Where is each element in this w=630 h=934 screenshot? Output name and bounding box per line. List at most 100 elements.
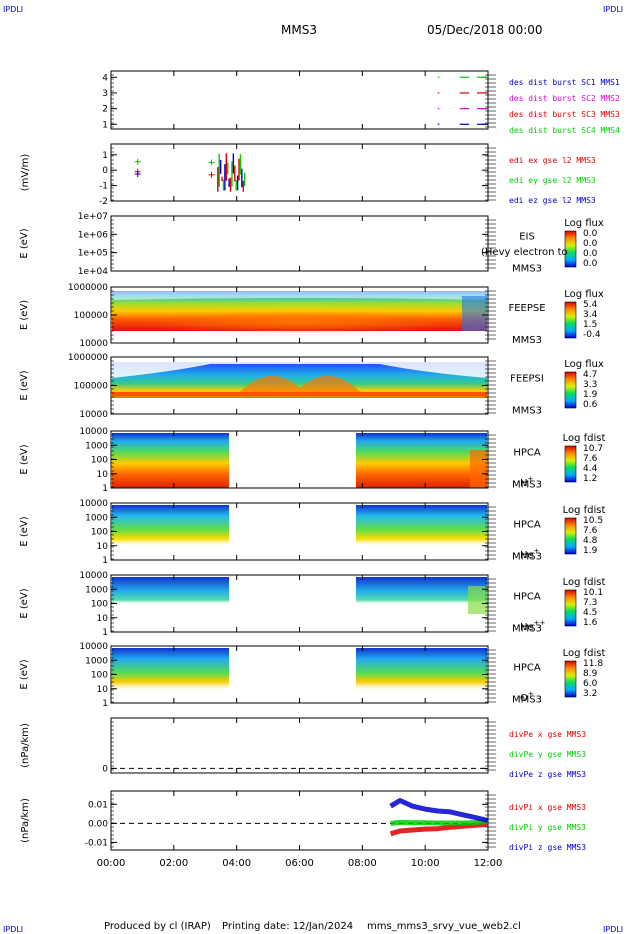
colorbar — [564, 230, 577, 268]
colorbar-value: 4.4 — [583, 464, 598, 474]
panel-frame — [110, 717, 489, 774]
time-tick-label: 08:00 — [348, 858, 377, 869]
y-axis-label: E (eV) — [19, 444, 30, 474]
legend-entry: edi ex gse l2 MMS3 — [509, 156, 596, 165]
colorbar-value: 7.6 — [583, 526, 598, 536]
legend-entry: edi ey gse l2 MMS3 — [509, 176, 596, 185]
colorbar-title: Log flux — [564, 359, 604, 370]
panel-instrument-label: MMS3 — [512, 480, 542, 491]
feepse-spectrogram — [112, 291, 487, 334]
hpca-heplus-spectrogram — [112, 505, 487, 560]
hpca-h-spectrogram — [112, 433, 487, 488]
y-tick-label: 1 — [102, 628, 108, 638]
y-tick-label: 0 — [102, 166, 108, 176]
colorbar — [564, 517, 577, 555]
panel-instrument-label: HPCA — [513, 592, 541, 603]
legend-entry: divPe z gse MMS3 — [509, 770, 586, 779]
legend-entry: edi ez gse l2 MMS3 — [509, 196, 596, 205]
species-charge: + — [534, 547, 540, 555]
y-tick-label: 10000 — [79, 427, 108, 437]
colorbar-value: 4.5 — [583, 608, 597, 618]
series-line — [389, 798, 489, 823]
colorbar-value: 3.3 — [583, 380, 597, 390]
y-tick-label: 100000 — [74, 311, 109, 321]
panel-instrument-label: HPCA — [513, 663, 541, 674]
y-tick-label: 10 — [97, 470, 109, 480]
time-tick-label: 06:00 — [285, 858, 314, 869]
colorbar-value: 1.6 — [583, 618, 598, 628]
colorbar-title: Log flux — [564, 289, 604, 300]
y-axis-label: (nPa/km) — [20, 798, 31, 843]
y-tick-label: 10 — [97, 614, 109, 624]
y-tick-label: 2 — [102, 105, 108, 115]
colorbar-value: 1.9 — [583, 390, 598, 400]
footer-filename: mms_mms3_srvy_vue_web2.cl — [367, 921, 521, 932]
y-tick-label: 100000 — [74, 382, 109, 392]
panel-divPe — [110, 717, 496, 774]
y-tick-label: 10000 — [79, 571, 108, 581]
colorbar-value: 10.5 — [583, 516, 603, 526]
legend-entry: des dist burst SC3 MMS3 — [509, 110, 620, 119]
panel-FEEPSI — [110, 356, 577, 415]
y-axis-label: E (eV) — [19, 659, 30, 689]
y-tick-label: 10000 — [79, 499, 108, 509]
legend-entry: des dist burst SC1 MMS1 — [509, 78, 620, 87]
colorbar-value: 3.2 — [583, 689, 597, 699]
species-name: H — [520, 478, 528, 489]
colorbar-value: 10.1 — [583, 588, 603, 598]
y-axis-label: E (eV) — [19, 228, 30, 258]
colorbar-value: 10.7 — [583, 444, 603, 454]
panel-instrument-label: MMS3 — [512, 552, 542, 563]
y-tick-label: 1 — [102, 556, 108, 566]
legend-entry: des dist burst SC4 MMS4 — [509, 126, 620, 135]
y-tick-label: 100 — [91, 671, 108, 681]
footer-producer: Produced by cl (IRAP) — [104, 921, 211, 932]
colorbar-value: 7.6 — [583, 454, 598, 464]
panel-EIS — [110, 215, 577, 272]
y-tick-label: 1000000 — [68, 353, 108, 363]
y-tick-label: 10 — [97, 542, 109, 552]
panel-divPi — [110, 790, 496, 851]
species-name: He — [520, 550, 534, 561]
panel-frame — [110, 143, 489, 202]
colorbar-value: 11.8 — [583, 659, 603, 669]
colorbar-value: 7.3 — [583, 598, 597, 608]
species-charge: + — [528, 690, 534, 698]
colorbar-value: 4.8 — [583, 536, 598, 546]
y-tick-label: 1000 — [85, 585, 108, 595]
y-axis-label: E (eV) — [19, 300, 30, 330]
colorbar-value: 0.0 — [583, 259, 598, 269]
panel-FEEPSE — [110, 286, 577, 344]
y-tick-label: 0.00 — [88, 819, 108, 829]
y-tick-label: 1 — [102, 484, 108, 494]
y-tick-label: 1000 — [85, 441, 108, 451]
footer-printing-date: Printing date: 12/Jan/2024 — [222, 921, 353, 932]
y-tick-label: 100 — [91, 456, 108, 466]
corner-label-bottom-left: IPDLI — [3, 925, 23, 934]
time-tick-label: 10:00 — [411, 858, 440, 869]
y-tick-label: 1e+04 — [78, 267, 109, 277]
colorbar-title: Log fdist — [563, 577, 606, 588]
y-tick-label: -0.01 — [85, 838, 108, 848]
colorbar-title: Log flux — [564, 218, 604, 229]
colorbar-value: 1.5 — [583, 320, 597, 330]
panel-instrument-label: EIS — [519, 232, 535, 243]
efield-point — [208, 159, 215, 166]
panel-HPCA-O+ — [110, 645, 577, 704]
colorbar-title: Log fdist — [563, 433, 606, 444]
date-title: 05/Dec/2018 00:00 — [427, 23, 543, 37]
panel-frame — [110, 70, 489, 130]
y-tick-label: 1 — [102, 699, 108, 709]
feepsi-spectrogram — [112, 362, 487, 398]
colorbar — [564, 445, 577, 483]
y-tick-label: 0.01 — [88, 800, 108, 810]
species-name: He — [520, 622, 534, 633]
species-label: H+ — [520, 475, 534, 489]
panel-instrument-label: MMS3 — [512, 335, 542, 346]
series-line — [390, 818, 489, 826]
y-tick-label: 1000 — [85, 656, 108, 666]
y-axis-label: E (eV) — [19, 516, 30, 546]
colorbar — [564, 301, 577, 339]
species-label: He++ — [520, 619, 546, 633]
legend-entry: divPi y gse MMS3 — [509, 823, 586, 832]
